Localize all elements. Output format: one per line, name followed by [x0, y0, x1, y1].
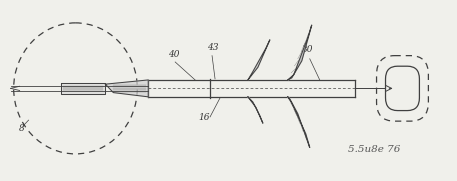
Polygon shape [60, 83, 106, 94]
Text: 5.5u8e 76: 5.5u8e 76 [348, 145, 400, 154]
Polygon shape [106, 80, 148, 97]
Polygon shape [288, 97, 310, 148]
Text: 43: 43 [207, 43, 218, 52]
Text: 40: 40 [168, 50, 180, 59]
Text: 30: 30 [302, 45, 314, 54]
Text: 8: 8 [19, 124, 24, 133]
Polygon shape [248, 97, 263, 123]
Polygon shape [248, 40, 270, 80]
Polygon shape [288, 25, 312, 80]
Text: 16: 16 [198, 113, 210, 122]
